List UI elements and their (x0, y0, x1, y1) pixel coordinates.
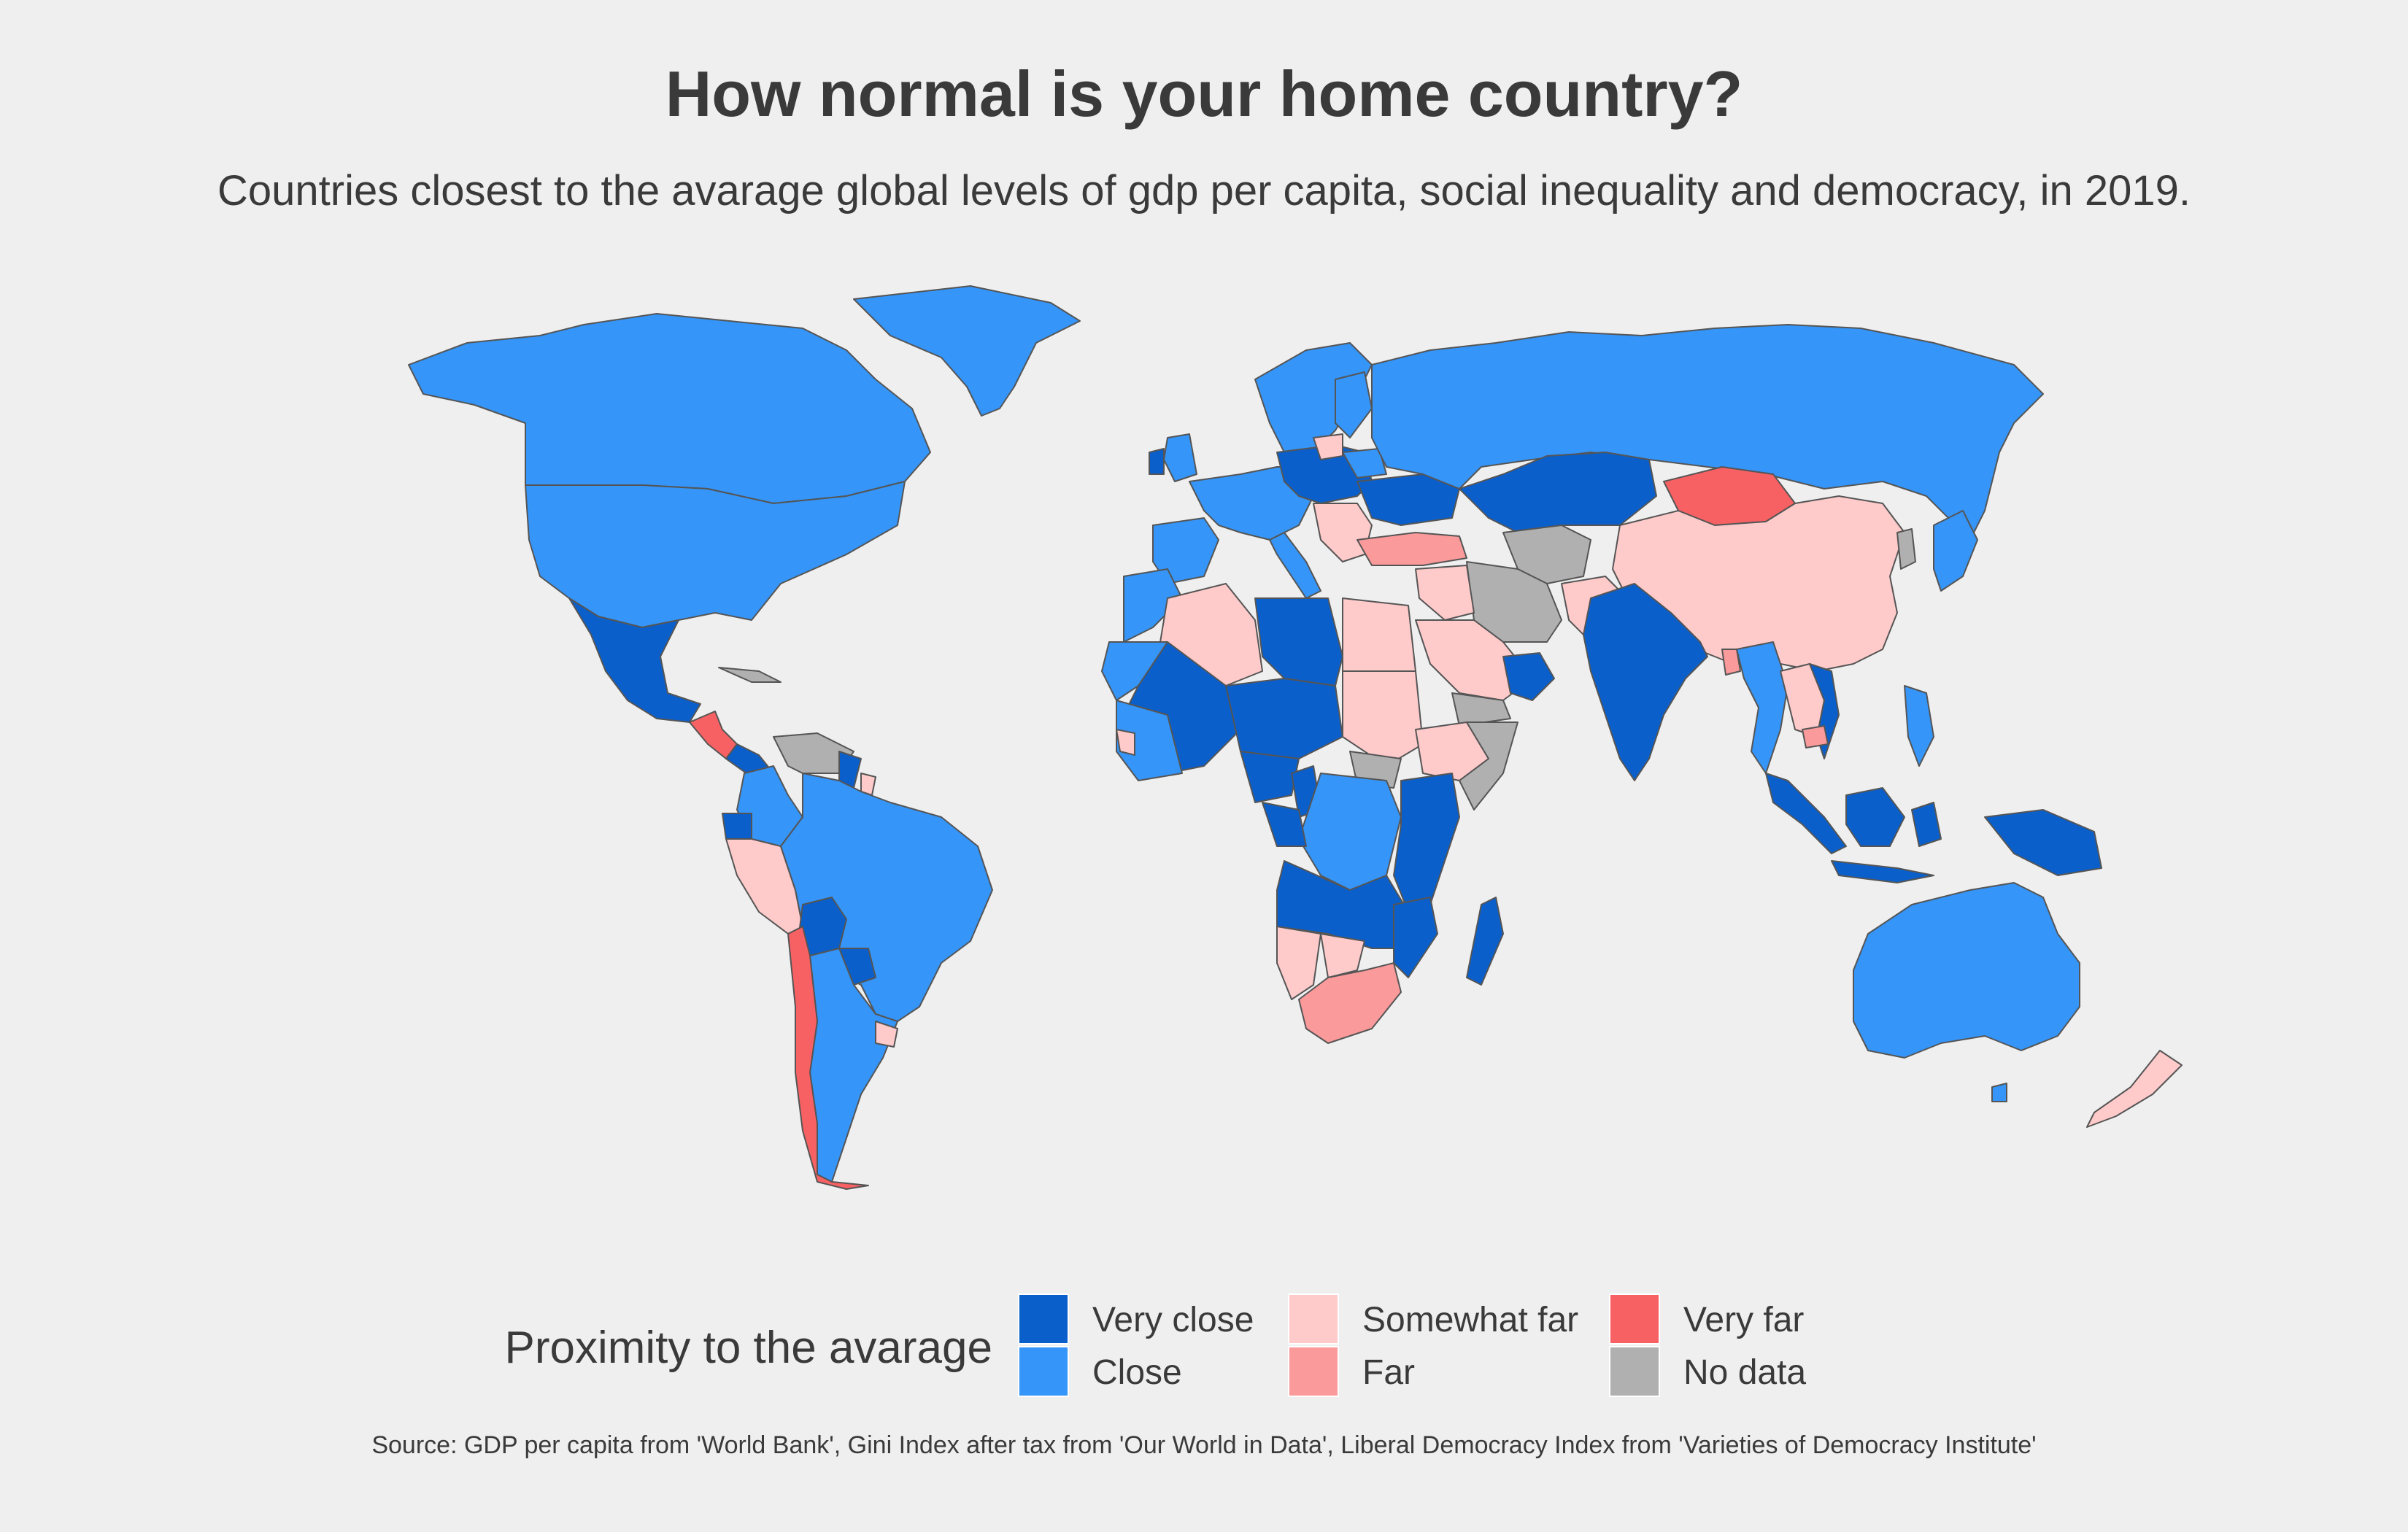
cambodia (1802, 725, 1829, 748)
uruguay (875, 1021, 898, 1048)
bangladesh (1721, 649, 1741, 676)
borneo (1845, 787, 1905, 847)
nigeria (1240, 751, 1300, 803)
legend-swatch-very-far (1609, 1293, 1660, 1345)
iberia (1152, 517, 1219, 584)
balkans (1313, 503, 1373, 562)
usa (525, 481, 906, 628)
sierra-leone (1116, 729, 1135, 756)
korea (1896, 528, 1916, 570)
gabon-congo (1262, 802, 1307, 847)
mexico (568, 597, 701, 723)
niger-chad (1225, 678, 1343, 759)
legend-swatch-no-data (1609, 1346, 1660, 1397)
legend-swatch-far (1288, 1346, 1339, 1397)
italy (1269, 532, 1321, 599)
legend-swatch-very-close (1018, 1293, 1069, 1345)
turkey (1357, 532, 1467, 566)
new-guinea (1984, 809, 2102, 876)
iraq-syria (1415, 565, 1475, 621)
cuba (718, 667, 782, 683)
tasmania (1991, 1083, 2007, 1102)
map-title: How normal is your home country? (665, 58, 1743, 130)
east-africa (1393, 773, 1460, 913)
botswana (1320, 933, 1365, 978)
source-note: Source: GDP per capita from 'World Bank'… (371, 1431, 2037, 1459)
finland (1335, 371, 1373, 438)
map-subtitle: Countries closest to the avarage global … (217, 167, 2191, 214)
guinea-coast (1116, 700, 1183, 781)
mauritania (1101, 641, 1168, 701)
vietnam (1809, 663, 1840, 759)
yemen (1451, 692, 1511, 727)
legend-label-very-far: Very far (1683, 1301, 1805, 1339)
kazakhstan (1459, 452, 1657, 533)
legend-swatch-somewhat-far (1288, 1293, 1339, 1345)
sudan (1342, 670, 1424, 767)
australia (1853, 882, 2080, 1059)
central-america (689, 711, 738, 759)
greenland (853, 285, 1081, 417)
legend-swatch-close (1018, 1346, 1069, 1397)
oman (1502, 652, 1555, 701)
legend-label-close: Close (1092, 1353, 1182, 1392)
legend-label-no-data: No data (1683, 1353, 1807, 1392)
egypt (1342, 597, 1416, 672)
western-europe (1189, 466, 1314, 541)
legend-label-somewhat-far: Somewhat far (1362, 1301, 1579, 1339)
libya (1254, 597, 1343, 686)
somalia (1459, 721, 1518, 811)
baltics (1313, 433, 1343, 460)
legend-label-far: Far (1362, 1353, 1415, 1392)
new-zealand (2086, 1050, 2183, 1128)
india (1583, 583, 1708, 781)
ireland (1149, 448, 1165, 475)
central-africa (1298, 773, 1402, 891)
madagascar (1466, 897, 1504, 986)
myanmar-thailand (1736, 641, 1788, 774)
philippines (1904, 685, 1934, 767)
belarus (1342, 448, 1387, 479)
malaysia-sumatra (1765, 773, 1847, 854)
java (1831, 860, 1934, 883)
north-america-north (408, 313, 931, 504)
legend-title: Proximity to the avarage (504, 1323, 992, 1373)
ecuador (722, 813, 752, 840)
japan (1933, 510, 1978, 592)
mozambique (1393, 897, 1438, 978)
indonesia-east (1911, 802, 1942, 847)
namibia (1276, 926, 1321, 1000)
legend-label-very-close: Very close (1092, 1301, 1254, 1339)
uk (1163, 433, 1197, 482)
south-africa (1298, 962, 1402, 1044)
chile (787, 926, 869, 1190)
